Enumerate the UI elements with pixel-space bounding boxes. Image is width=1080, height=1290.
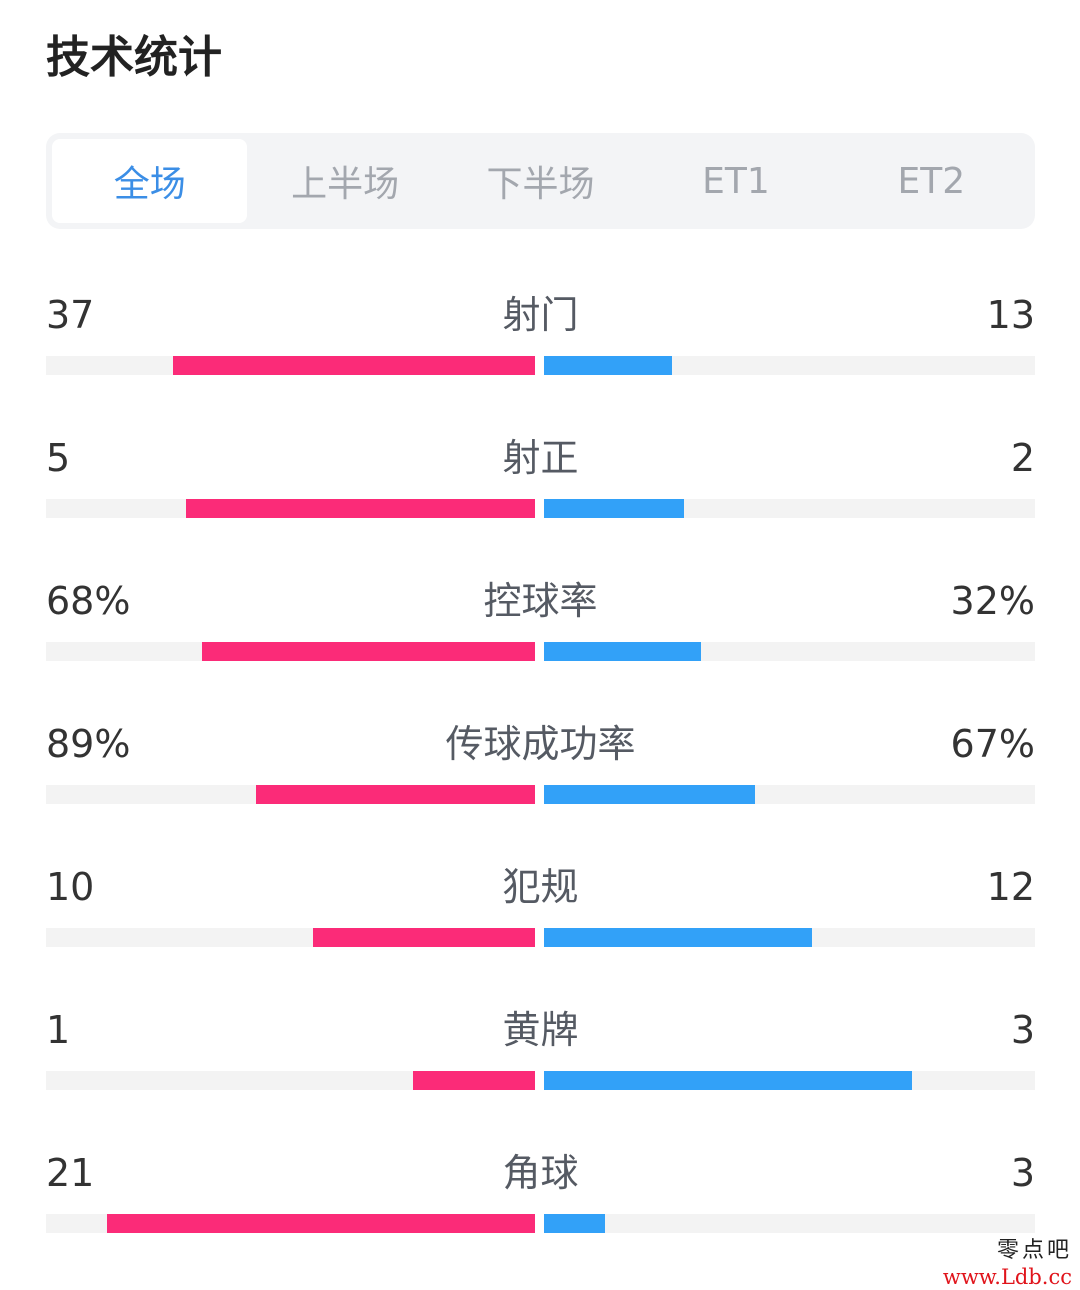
tab-et1[interactable]: ET1 bbox=[702, 160, 770, 202]
home-bar-track bbox=[46, 785, 535, 804]
stat-row: 1 黄牌 3 bbox=[46, 1000, 1035, 1143]
home-value: 68% bbox=[46, 579, 131, 623]
away-bar-track bbox=[544, 928, 1035, 947]
home-bar bbox=[312, 928, 535, 947]
home-bar-track bbox=[46, 928, 535, 947]
away-bar bbox=[544, 356, 672, 375]
away-bar-track bbox=[544, 1071, 1035, 1090]
tab-second-half[interactable]: 下半场 bbox=[486, 164, 595, 205]
home-bar-track bbox=[46, 642, 535, 661]
away-value: 2 bbox=[1010, 436, 1035, 480]
away-value: 3 bbox=[1010, 1151, 1035, 1195]
stat-name: 黄牌 bbox=[502, 1008, 579, 1052]
home-value: 37 bbox=[46, 293, 95, 337]
away-value: 13 bbox=[986, 293, 1035, 337]
watermark: 零点吧 www.Ldb.cc bbox=[943, 1238, 1072, 1290]
home-bar bbox=[173, 356, 535, 375]
tab-et2[interactable]: ET2 bbox=[897, 160, 966, 202]
stat-name: 角球 bbox=[502, 1151, 579, 1195]
stat-name: 犯规 bbox=[502, 865, 579, 909]
away-bar bbox=[544, 928, 812, 947]
stat-row: 21 角球 3 bbox=[46, 1143, 1035, 1286]
home-bar-track bbox=[46, 1071, 535, 1090]
watermark-url: www.Ldb.cc bbox=[942, 1265, 1072, 1289]
away-bar bbox=[544, 499, 685, 518]
away-value: 12 bbox=[986, 865, 1035, 909]
stats-list: 37 射门 13 5 射正 2 68% 控球率 32% 89% 传球成功率 67… bbox=[46, 285, 1035, 1286]
stat-row: 68% 控球率 32% bbox=[46, 571, 1035, 714]
stat-row: 5 射正 2 bbox=[46, 428, 1035, 571]
tab-full-match[interactable]: 全场 bbox=[52, 139, 248, 223]
stat-row: 37 射门 13 bbox=[46, 285, 1035, 428]
home-value: 5 bbox=[46, 436, 71, 480]
home-bar bbox=[256, 785, 535, 804]
stat-name: 传球成功率 bbox=[445, 722, 636, 766]
home-value: 1 bbox=[46, 1008, 71, 1052]
home-bar bbox=[185, 499, 535, 518]
home-bar-track bbox=[46, 1214, 535, 1233]
home-bar bbox=[107, 1214, 535, 1233]
period-tabs: 全场 上半场 下半场 ET1 ET2 bbox=[46, 133, 1035, 229]
home-bar bbox=[202, 642, 535, 661]
home-value: 89% bbox=[46, 722, 131, 766]
stat-row: 10 犯规 12 bbox=[46, 857, 1035, 1000]
away-bar-track bbox=[544, 642, 1035, 661]
away-bar bbox=[544, 785, 756, 804]
away-bar-track bbox=[544, 356, 1035, 375]
away-bar-track bbox=[544, 1214, 1035, 1233]
away-bar bbox=[544, 1214, 606, 1233]
stat-row: 89% 传球成功率 67% bbox=[46, 714, 1035, 857]
stat-name: 控球率 bbox=[483, 579, 598, 623]
away-value: 32% bbox=[950, 579, 1035, 623]
home-bar-track bbox=[46, 499, 535, 518]
home-bar-track bbox=[46, 356, 535, 375]
away-bar-track bbox=[544, 785, 1035, 804]
home-value: 10 bbox=[46, 865, 95, 909]
away-value: 67% bbox=[950, 722, 1035, 766]
away-bar-track bbox=[544, 499, 1035, 518]
home-value: 21 bbox=[46, 1151, 95, 1195]
home-bar bbox=[412, 1071, 535, 1090]
away-value: 3 bbox=[1010, 1008, 1035, 1052]
tab-first-half[interactable]: 上半场 bbox=[291, 164, 400, 205]
stat-name: 射正 bbox=[502, 436, 579, 480]
away-bar bbox=[544, 1071, 913, 1090]
page-title: 技术统计 bbox=[46, 32, 222, 83]
stat-name: 射门 bbox=[502, 293, 579, 337]
away-bar bbox=[544, 642, 702, 661]
watermark-cn: 零点吧 bbox=[996, 1238, 1072, 1263]
